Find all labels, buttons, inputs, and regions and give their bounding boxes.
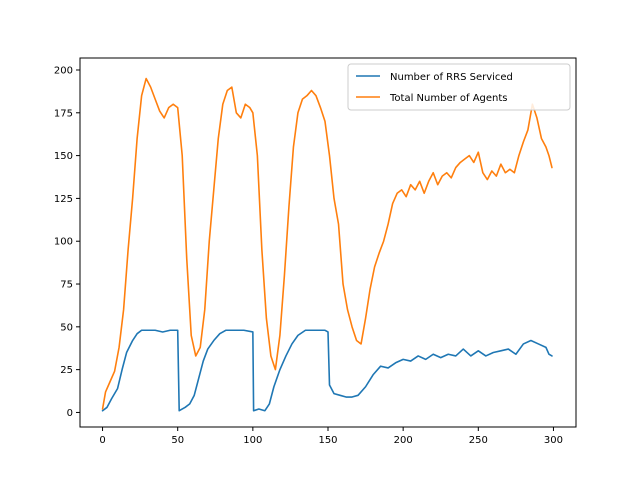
y-tick-label: 175 (54, 108, 73, 119)
x-axis: 0 50 100 150 200 250 300 (99, 427, 563, 446)
y-tick-label: 125 (54, 194, 73, 205)
x-tick-label: 100 (243, 435, 262, 446)
x-tick-label: 200 (394, 435, 413, 446)
legend-label-2: Total Number of Agents (389, 93, 508, 104)
x-tick-label: 250 (469, 435, 488, 446)
x-tick-label: 0 (99, 435, 105, 446)
y-tick-label: 25 (60, 365, 73, 376)
series-layer (101, 77, 553, 412)
y-tick-label: 75 (60, 280, 73, 291)
y-tick-label: 50 (60, 322, 73, 333)
y-axis: 0 25 50 75 100 125 150 175 200 (54, 65, 80, 419)
legend: Number of RRS Serviced Total Number of Ag… (347, 63, 571, 111)
x-tick-label: 150 (318, 435, 337, 446)
y-tick-label: 0 (67, 408, 73, 419)
y-tick-label: 200 (54, 65, 73, 76)
y-tick-label: 100 (54, 237, 73, 248)
series-line-1 (101, 329, 553, 412)
x-tick-label: 300 (544, 435, 563, 446)
x-tick-label: 50 (171, 435, 184, 446)
y-tick-label: 150 (54, 151, 73, 162)
legend-box (347, 63, 571, 111)
series-line-2 (101, 77, 553, 410)
plot-background (80, 58, 576, 427)
legend-label-1: Number of RRS Serviced (390, 72, 513, 83)
